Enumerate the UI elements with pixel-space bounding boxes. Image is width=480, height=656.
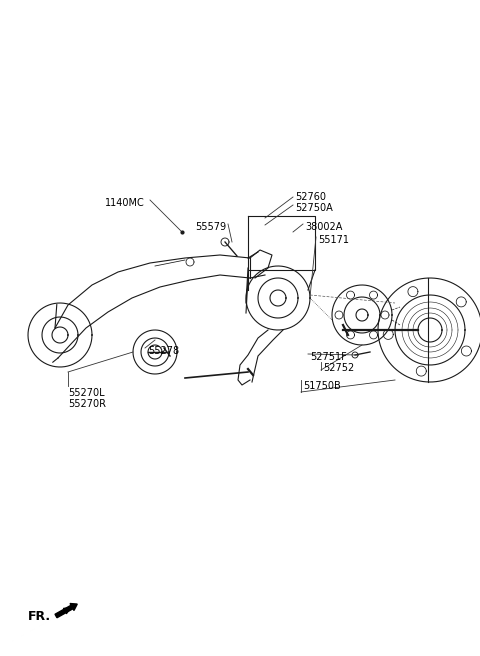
Text: 55270R: 55270R: [68, 399, 106, 409]
Text: 52760: 52760: [295, 192, 326, 202]
Text: 55171: 55171: [318, 235, 349, 245]
Text: 38002A: 38002A: [305, 222, 342, 232]
Text: 52751F: 52751F: [310, 352, 347, 362]
FancyArrow shape: [55, 604, 77, 618]
Text: 51750B: 51750B: [303, 381, 341, 391]
Text: FR.: FR.: [28, 610, 51, 623]
Text: 55278: 55278: [148, 346, 179, 356]
Text: 1140MC: 1140MC: [105, 198, 145, 208]
Text: 52752: 52752: [323, 363, 354, 373]
Text: 55270L: 55270L: [68, 388, 105, 398]
Text: 52750A: 52750A: [295, 203, 333, 213]
Text: 55579: 55579: [195, 222, 226, 232]
